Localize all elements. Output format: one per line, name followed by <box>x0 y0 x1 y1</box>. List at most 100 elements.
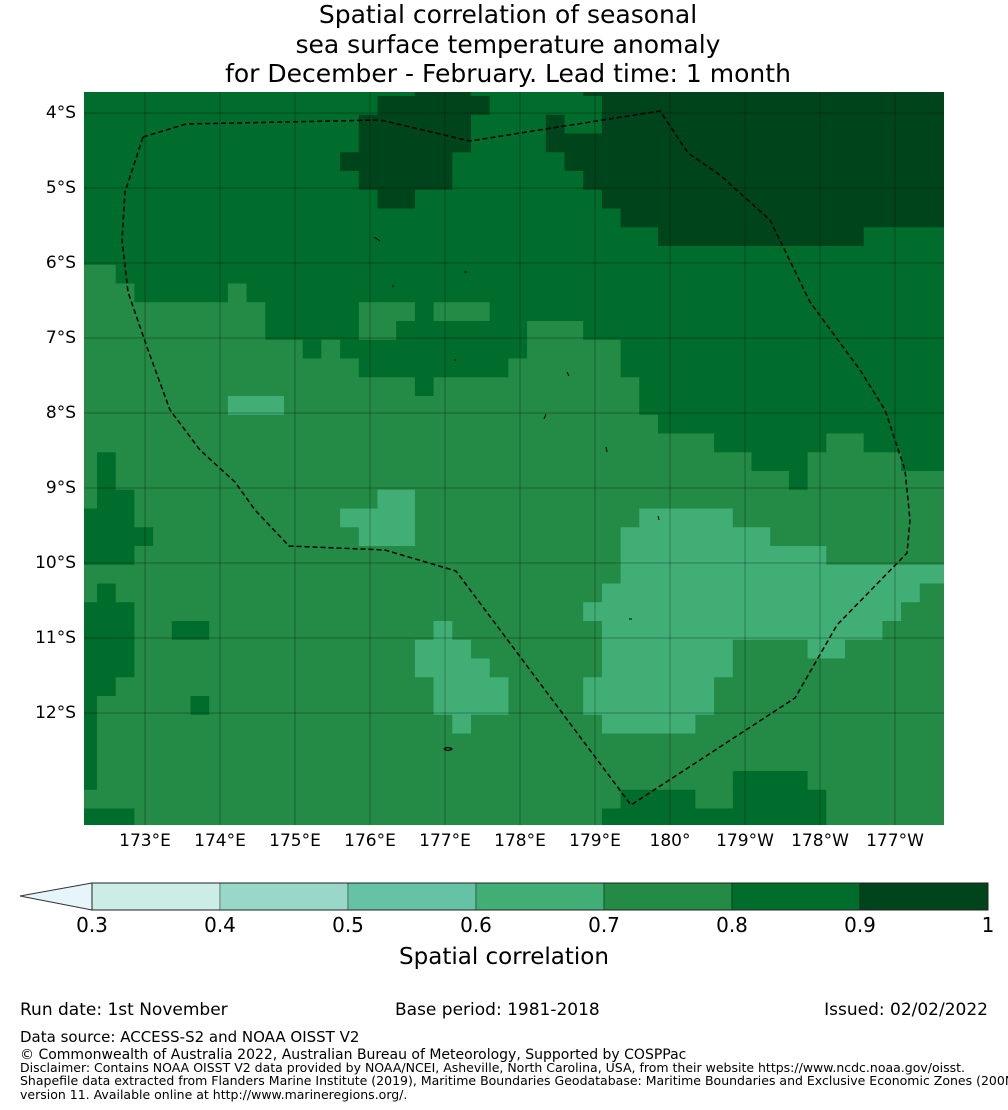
island <box>605 446 608 453</box>
colorbar-bin <box>91 882 221 911</box>
correlation-cell-run <box>97 696 191 716</box>
correlation-cell-run <box>134 602 584 622</box>
correlation-cell-run <box>601 189 944 209</box>
correlation-cell-run <box>433 302 491 322</box>
correlation-cell-run <box>601 96 944 116</box>
longitude-tick-label: 177°W <box>866 831 924 851</box>
correlation-cell-run <box>433 696 509 716</box>
correlation-cell-run <box>751 452 809 472</box>
correlation-cell-run <box>919 583 944 603</box>
correlation-cell-run <box>770 527 944 547</box>
correlation-cell-run <box>433 677 509 697</box>
correlation-cell-run <box>639 508 734 528</box>
correlation-cell-run <box>84 321 266 341</box>
correlation-cell-run <box>845 639 944 659</box>
correlation-cell-run <box>84 114 360 134</box>
correlation-cell-run <box>452 714 472 734</box>
correlation-cell-run <box>115 583 603 603</box>
colorbar-bin <box>731 882 861 911</box>
colorbar-label: Spatial correlation <box>399 944 609 970</box>
correlation-cell-run <box>807 771 944 791</box>
correlation-cell-run <box>732 789 827 809</box>
correlation-cell-run <box>583 696 715 716</box>
correlation-cell-run <box>377 189 416 209</box>
correlation-cells <box>84 92 944 825</box>
correlation-cell-run <box>84 658 135 678</box>
correlation-cell-run <box>115 471 790 491</box>
correlation-cell-run <box>358 114 472 134</box>
correlation-cell-run <box>84 696 98 716</box>
correlation-cell-run <box>84 339 304 359</box>
base-period: Base period: 1981-2018 <box>395 1000 600 1020</box>
correlation-cell-run <box>84 808 135 825</box>
correlation-cell-run <box>732 639 809 659</box>
correlation-cell-run <box>84 733 98 753</box>
correlation-cell-run <box>452 152 565 172</box>
correlation-cell-run <box>377 489 416 509</box>
correlation-cell-run <box>84 639 135 659</box>
correlation-cell-run <box>84 96 379 116</box>
correlation-cell-run <box>134 808 603 825</box>
correlation-cell-run <box>826 808 944 825</box>
correlation-cell-run <box>414 639 472 659</box>
data-source: Data source: ACCESS-S2 and NOAA OISST V2 <box>20 1028 360 1046</box>
correlation-cell-run <box>414 489 944 509</box>
correlation-cell-run <box>620 358 944 378</box>
correlation-cell-run <box>658 414 944 434</box>
correlation-cell-run <box>471 133 547 153</box>
correlation-cell-run <box>134 508 341 528</box>
copyright: © Commonwealth of Australia 2022, Austra… <box>20 1047 687 1063</box>
issued-date: Issued: 02/02/2022 <box>824 1000 988 1020</box>
colorbar-tick-label: 0.9 <box>844 913 876 937</box>
correlation-cell-run <box>209 621 435 641</box>
colorbar-bin <box>219 882 349 911</box>
correlation-cell-run <box>227 396 285 416</box>
correlation-cell-run <box>471 639 603 659</box>
longitude-tick-label: 177°E <box>419 831 471 851</box>
correlation-cell-run <box>84 546 135 566</box>
correlation-cell-run <box>471 714 603 734</box>
correlation-cell-run <box>545 133 944 153</box>
correlation-cell-run <box>134 639 416 659</box>
title-line-1: Spatial correlation of seasonal <box>318 0 698 29</box>
correlation-cell-run <box>489 302 944 322</box>
correlation-cell-run <box>863 227 944 247</box>
correlation-cell-run <box>508 696 584 716</box>
correlation-cell-run <box>601 639 734 659</box>
correlation-cell-run <box>134 621 173 641</box>
colorbar-tick-label: 0.7 <box>588 913 620 937</box>
correlation-cell-run <box>601 808 827 825</box>
correlation-cell-run <box>583 92 944 97</box>
correlation-cell-run <box>97 489 135 509</box>
correlation-cell-run <box>583 321 944 341</box>
correlation-cell-run <box>321 339 341 359</box>
correlation-cell-run <box>115 677 435 697</box>
longitude-tick-label: 179°E <box>569 831 621 851</box>
correlation-cell-run <box>620 527 771 547</box>
correlation-cell-run <box>171 621 210 641</box>
correlation-cell-run <box>84 283 135 303</box>
colorbar-tick-label: 0.3 <box>76 913 108 937</box>
correlation-cell-run <box>97 771 734 791</box>
correlation-cell-run <box>358 171 453 191</box>
colorbar-outline <box>91 882 989 911</box>
correlation-cell-run <box>358 321 397 341</box>
correlation-cell-run <box>714 433 827 453</box>
colorbar-bin <box>859 882 989 911</box>
colorbar-bin <box>475 882 605 911</box>
island <box>443 746 454 752</box>
correlation-cell-run <box>583 602 902 622</box>
correlation-cell-run <box>658 227 865 247</box>
correlation-cell-run <box>84 677 117 697</box>
correlation-cell-run <box>97 714 453 734</box>
correlation-cell-run <box>732 771 809 791</box>
correlation-cell-run <box>84 489 98 509</box>
correlation-cell-run <box>358 527 416 547</box>
correlation-cell-run <box>620 339 944 359</box>
correlation-cell-run <box>414 377 435 397</box>
correlation-cell-run <box>84 714 98 734</box>
latitude-tick-label: 9°S <box>45 478 76 498</box>
disclaimer-line-2: Shapefile data extracted from Flanders M… <box>20 1073 1008 1088</box>
correlation-cell-run <box>583 171 944 191</box>
correlation-cell-run <box>84 752 98 772</box>
